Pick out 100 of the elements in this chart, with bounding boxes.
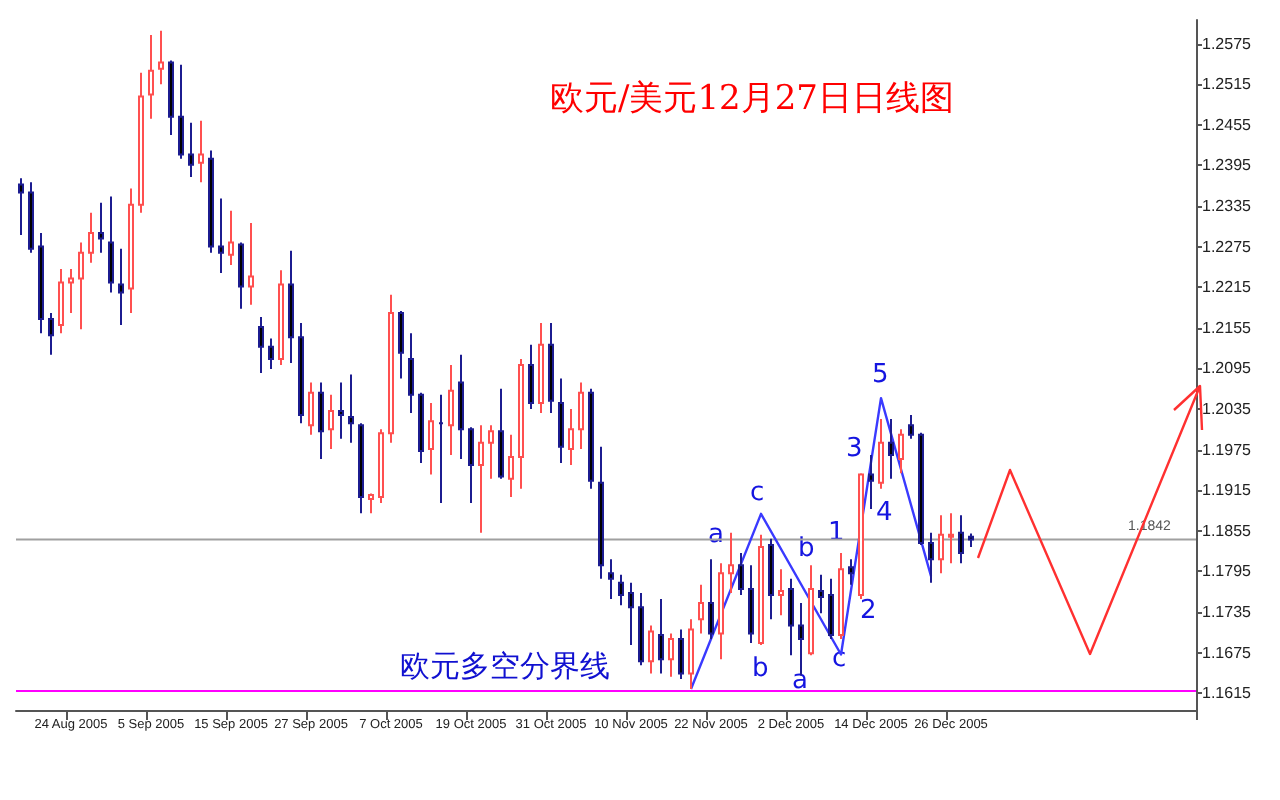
candlestick [498,387,504,480]
ref-line-label: 欧元多空分界线 [400,648,610,685]
candlestick [198,119,204,184]
candlestick [328,393,334,450]
candlestick [858,472,864,601]
y-tick-label: 1.1675 [1202,643,1253,662]
candlestick [68,267,74,314]
candlestick [118,247,124,327]
candlestick [668,632,674,678]
y-tick-label: 1.1975 [1202,440,1253,459]
y-tick-label: 1.2035 [1202,399,1253,418]
candlestick [948,512,954,565]
candlestick [88,211,94,264]
candlestick [38,232,44,335]
y-tick-label: 1.2575 [1202,34,1253,53]
candlestick [708,558,714,640]
candlestick [878,418,884,490]
candlestick [958,514,964,565]
y-tick-label: 1.2215 [1202,278,1253,297]
candlestick [678,628,684,680]
candlestick [378,428,384,504]
candlestick [928,531,934,584]
candlestick [938,514,944,575]
candlestick [388,293,394,444]
candlestick [688,618,694,691]
candlestick [518,357,524,490]
candlestick [48,311,54,356]
annotation: a [792,666,808,696]
candlestick [508,433,514,498]
annotation: 2 [860,596,877,626]
candlestick [758,533,764,647]
candlestick [18,177,24,237]
candlestick [778,568,784,617]
line-series [689,396,933,691]
candlestick [618,573,624,607]
y-tick-label: 1.1855 [1202,521,1253,540]
candlestick [578,381,584,450]
annotation: c [750,478,765,508]
candlestick [168,59,174,136]
candlestick [648,624,654,675]
candlestick [568,407,574,467]
candlestick [598,445,604,580]
candlestick [298,322,304,425]
y-tick-label: 1.2455 [1202,115,1253,134]
candlestick [488,424,494,480]
candlestick [548,322,554,415]
candlestick [888,418,894,480]
candlestick [918,431,924,546]
candlestick [418,391,424,465]
y-tick-label: 1.2335 [1202,197,1253,216]
candlestick [458,353,464,461]
candlestick [248,221,254,306]
candlestick [738,552,744,596]
candlestick [98,201,104,254]
candlestick [558,377,564,465]
candlestick [818,573,824,615]
candlestick [178,63,184,160]
candlestick [898,428,904,475]
y-tick-label: 1.1735 [1202,602,1253,621]
candlestick [968,532,974,548]
candlestick [218,197,224,274]
candlestick [408,332,414,415]
candlestick [528,343,534,410]
text: 欧元/美元12月27日日线图 [550,79,954,119]
candlestick [368,492,374,515]
candlestick [908,414,914,440]
annotation: b [752,654,769,684]
candlestick [258,315,264,375]
candlestick [788,577,794,657]
candlestick [538,322,544,415]
y-tick-label: 1.2515 [1202,75,1253,94]
candlestick [238,241,244,310]
candlestick [438,393,444,504]
candlestick [608,558,614,601]
candlestick [588,387,594,490]
candlestick [108,195,114,294]
candlestick [428,401,434,476]
y-tick-label: 1.1915 [1202,481,1253,500]
y-tick-label: 1.2395 [1202,156,1253,175]
candlestick [658,598,664,675]
candlestick [358,422,364,515]
candlestick [728,531,734,594]
candlestick [318,381,324,461]
candlestick [338,381,344,440]
candlestick [308,381,314,436]
candlestick [188,121,194,178]
candlestick [228,209,234,266]
candlestick [768,537,774,621]
y-tick-label: 1.1795 [1202,562,1253,581]
candlestick [348,373,354,444]
candlestick [638,591,644,667]
candlestick [868,453,874,511]
annotation: 3 [846,434,863,464]
candlestick [748,564,754,645]
candlestick [278,269,284,366]
candlestick [698,583,704,635]
annotation: 4 [876,498,893,528]
candlestick [398,309,404,380]
candlestick [268,337,274,371]
candlestick [478,424,484,534]
